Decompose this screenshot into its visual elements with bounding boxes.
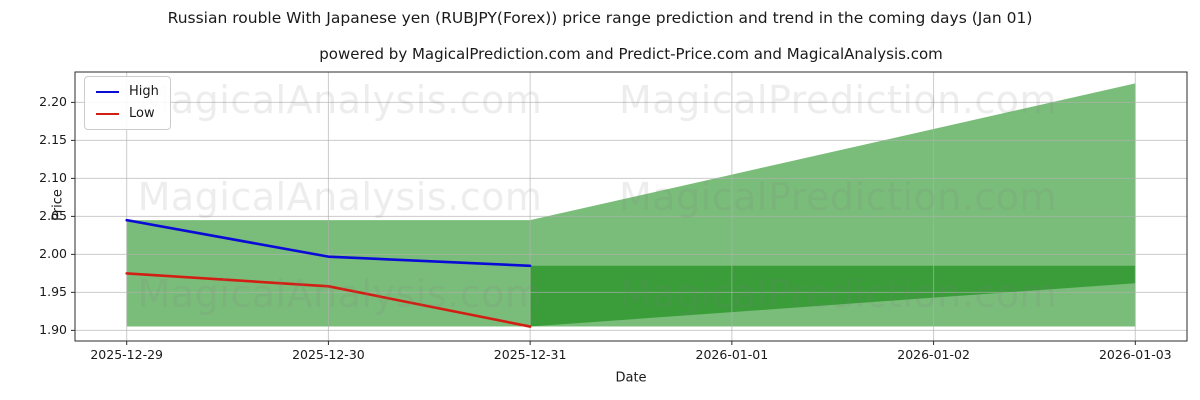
legend-label-low: Low	[129, 106, 155, 121]
y-tick-label: 2.05	[39, 208, 67, 224]
x-tick-label: 2026-01-02	[897, 347, 970, 362]
x-tick-label: 2025-12-31	[493, 347, 567, 362]
legend: High Low	[84, 76, 171, 130]
series-line-low	[125, 272, 532, 328]
chart-title: Russian rouble With Japanese yen (RUBJPY…	[167, 9, 1033, 27]
x-tick-label: 2026-01-03	[1098, 347, 1172, 362]
x-tick-label: 2025-12-30	[292, 347, 365, 362]
x-tick-label: 2026-01-01	[695, 347, 769, 362]
y-axis-label: Price	[50, 189, 66, 221]
low-line-swatch-icon	[96, 112, 119, 115]
y-tick-label: 2.00	[39, 246, 67, 262]
plot-border	[74, 71, 1188, 342]
x-tick-label: 2025-12-29	[90, 347, 164, 362]
y-tick-label: 2.10	[39, 170, 67, 186]
y-tick-label: 2.20	[39, 94, 67, 110]
high-line-swatch-icon	[96, 90, 119, 93]
legend-item-low: Low	[96, 106, 159, 121]
y-tick-label: 1.95	[39, 284, 67, 300]
legend-label-high: High	[129, 84, 159, 99]
chart-subtitle: powered by MagicalPrediction.com and Pre…	[319, 45, 943, 63]
series-line-high	[125, 218, 532, 268]
x-axis-label: Date	[615, 370, 647, 386]
legend-item-high: High	[96, 84, 159, 99]
band-forecast-expanding-cone	[530, 83, 1136, 327]
y-tick-label: 2.15	[39, 132, 67, 148]
y-tick-label: 1.90	[39, 322, 67, 338]
